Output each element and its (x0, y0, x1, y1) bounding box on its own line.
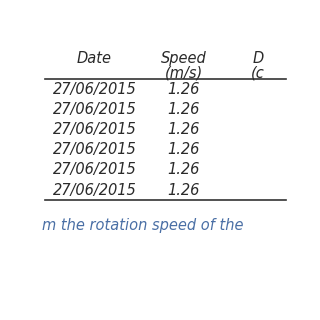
Text: (c: (c (252, 65, 265, 80)
Text: Date: Date (77, 51, 112, 66)
Text: 1.26: 1.26 (168, 142, 200, 157)
Text: 1.26: 1.26 (168, 163, 200, 178)
Text: (m/s): (m/s) (165, 65, 203, 80)
Text: 1.26: 1.26 (168, 183, 200, 198)
Text: 1.26: 1.26 (168, 122, 200, 137)
Text: 27/06/2015: 27/06/2015 (53, 142, 136, 157)
Text: 27/06/2015: 27/06/2015 (53, 163, 136, 178)
Text: D: D (252, 51, 264, 66)
Text: 1.26: 1.26 (168, 82, 200, 97)
Text: 27/06/2015: 27/06/2015 (53, 102, 136, 117)
Text: Speed: Speed (161, 51, 207, 66)
Text: 27/06/2015: 27/06/2015 (53, 122, 136, 137)
Text: 1.26: 1.26 (168, 102, 200, 117)
Text: 27/06/2015: 27/06/2015 (53, 183, 136, 198)
Text: 27/06/2015: 27/06/2015 (53, 82, 136, 97)
Text: m the rotation speed of the: m the rotation speed of the (43, 218, 244, 233)
